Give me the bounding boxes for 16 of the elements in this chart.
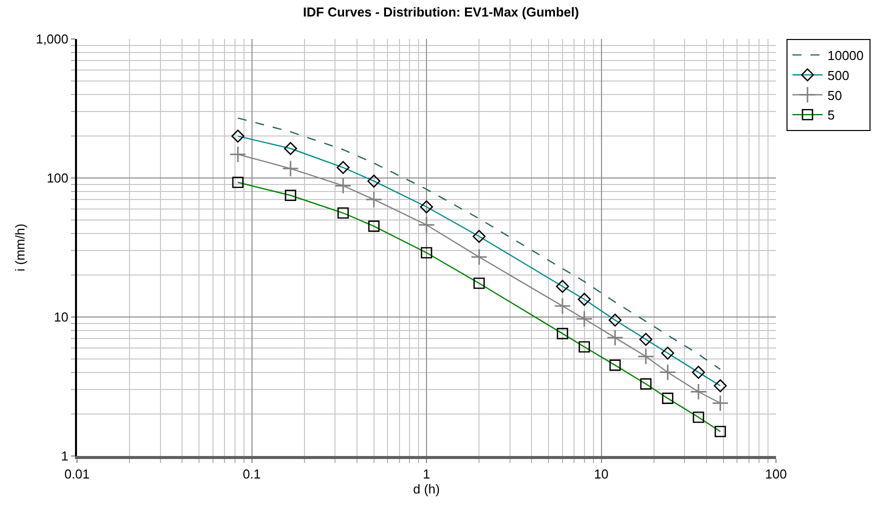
x-tick-label: 100 xyxy=(765,466,787,482)
x-tick-label: 0.1 xyxy=(242,466,261,482)
legend-label: 50 xyxy=(827,88,842,103)
y-axis-title: i (mm/h) xyxy=(12,224,28,272)
legend-label: 500 xyxy=(827,68,850,83)
y-tick-label: 1 xyxy=(61,448,68,464)
x-axis-title: d (h) xyxy=(413,482,440,497)
legend-label: 5 xyxy=(827,108,835,123)
legend-label: 10000 xyxy=(827,48,864,64)
y-tick-label: 1,000 xyxy=(36,32,68,47)
y-tick-label: 100 xyxy=(46,170,68,186)
y-tick-label: 10 xyxy=(54,310,68,325)
x-tick-label: 10 xyxy=(594,466,608,482)
x-tick-label: 0.01 xyxy=(64,466,90,482)
x-tick-label: 1 xyxy=(422,466,430,482)
chart-title: IDF Curves - Distribution: EV1-Max (Gumbel) xyxy=(303,4,579,20)
